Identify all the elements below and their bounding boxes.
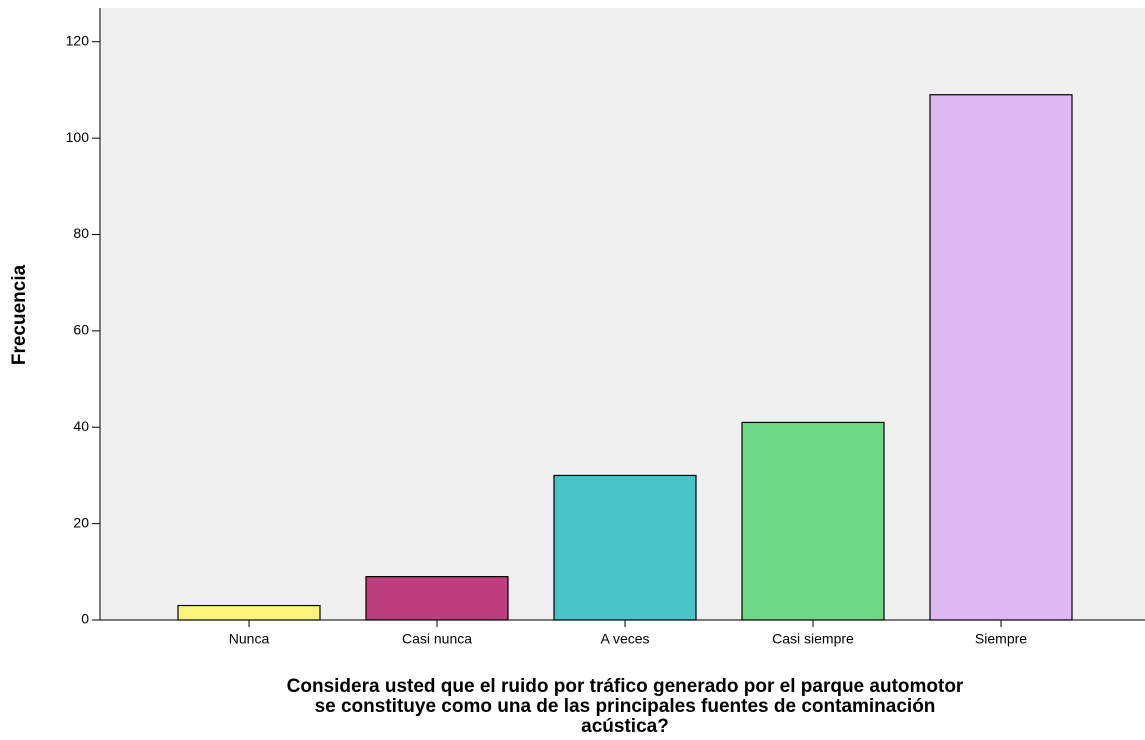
y-tick-label: 80 [73,225,89,241]
bar [741,421,885,621]
x-tick-label: A veces [600,631,649,647]
y-axis-title: Frecuencia [9,264,30,365]
x-axis-title: se constituye como una de las principale… [315,696,936,717]
y-tick-label: 40 [73,418,89,434]
y-tick-label: 0 [81,611,89,627]
x-tick-label: Siempre [975,631,1027,647]
x-tick-label: Casi siempre [772,631,854,647]
y-tick-label: 100 [66,129,90,145]
bar [929,94,1073,621]
bar [365,576,509,621]
bar [553,474,697,621]
y-tick-label: 120 [66,32,90,48]
bar [177,604,321,621]
x-axis-title: acústica? [581,716,669,737]
x-axis-title: Considera usted que el ruido por tráfico… [287,676,964,697]
y-tick-label: 20 [73,514,89,530]
y-tick-label: 60 [73,322,89,338]
x-tick-label: Nunca [229,631,270,647]
x-tick-label: Casi nunca [402,631,472,647]
